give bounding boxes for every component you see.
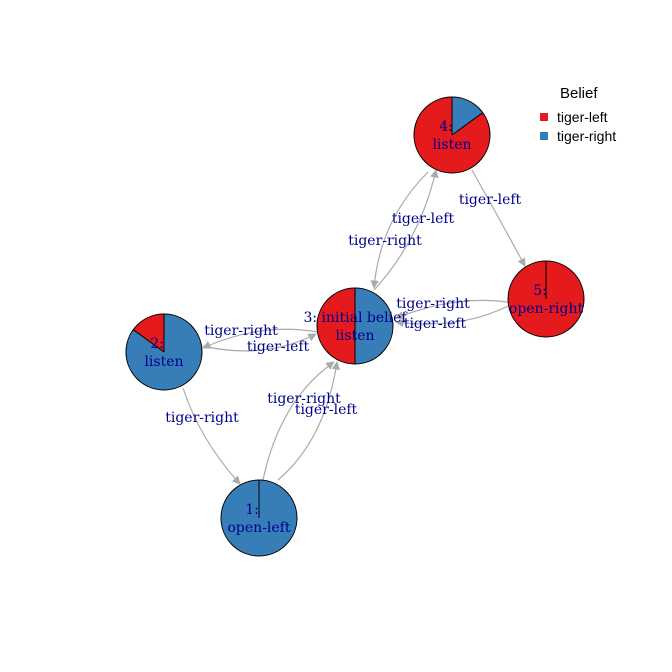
edge-1-to-3-right (262, 361, 335, 481)
node-1-label-line2: open-left (228, 520, 291, 536)
node-2-label-line1: 2: (150, 336, 164, 352)
node-5-outline (507, 260, 585, 338)
node-3-pie (317, 288, 393, 364)
node-4-label-line1: 4: (439, 119, 453, 135)
node-3-label-line2: listen (335, 328, 374, 344)
edges (182, 169, 526, 485)
node-3-slice-tiger-right (355, 288, 393, 364)
edge-label-3-to-4: tiger-left (392, 211, 455, 227)
node-4-pie (414, 97, 490, 173)
legend-swatch-tiger-left (540, 113, 548, 121)
edge-3-to-2 (202, 328, 319, 349)
node-1-label-line1: 1: (245, 502, 259, 518)
edge-labels: tiger-right tiger-left tiger-left tiger-… (165, 192, 521, 426)
edge-label-3-to-2: tiger-right (204, 323, 278, 339)
edge-label-2-to-1: tiger-right (165, 410, 239, 426)
nodes: 1: open-left 2: listen 3: initial belief… (125, 96, 585, 557)
edge-1-to-3-left (277, 361, 340, 481)
node-1-outline (220, 479, 298, 557)
node-5: 5: open-right (507, 260, 585, 338)
edge-label-4-to-3: tiger-right (348, 233, 422, 249)
edge-2-to-1 (182, 387, 241, 485)
edge-label-1-to-3-left: tiger-left (295, 402, 358, 418)
legend: Belief tiger-left tiger-right (540, 85, 616, 144)
edge-5-to-3-right (395, 299, 509, 320)
edge-4-to-3 (370, 171, 429, 289)
edge-2-to-3 (202, 333, 317, 352)
legend-label-tiger-left: tiger-left (557, 109, 608, 125)
node-5-label-line2: open-right (509, 301, 584, 317)
node-3-slice-tiger-left (317, 288, 355, 364)
legend-label-tiger-right: tiger-right (557, 128, 616, 144)
edge-label-2-to-3: tiger-left (247, 339, 310, 355)
edge-label-5-to-3-left: tiger-left (404, 316, 467, 332)
edge-label-5-to-3-right: tiger-right (396, 296, 470, 312)
legend-title: Belief (560, 85, 598, 102)
node-2: 2: listen (125, 313, 203, 391)
edge-3-to-4 (373, 169, 439, 291)
node-2-slice-tiger-left (133, 314, 164, 352)
node-4: 4: listen (413, 96, 491, 174)
node-2-label-line2: listen (144, 354, 183, 370)
edge-label-1-to-3-right: tiger-right (267, 391, 341, 407)
edge-5-to-3-left (395, 305, 509, 328)
node-3: 3: initial belief listen (303, 287, 408, 365)
node-5-pie (508, 261, 584, 337)
node-1: 1: open-left (220, 479, 298, 557)
node-4-outline (413, 96, 491, 174)
node-2-outline (125, 313, 203, 391)
edge-label-4-to-5: tiger-left (459, 192, 522, 208)
node-4-slice-tiger-right (452, 97, 483, 135)
legend-swatch-tiger-right (540, 132, 548, 140)
node-1-pie (221, 480, 297, 556)
node-3-outline (316, 287, 394, 365)
edge-4-to-5 (471, 169, 526, 267)
node-2-divider-1 (132, 329, 165, 353)
node-5-label-line1: 5: (533, 283, 547, 299)
node-4-label-line2: listen (432, 137, 471, 153)
node-4-divider-1 (451, 112, 484, 136)
node-2-pie (125, 314, 202, 390)
node-3-label-line1: 3: initial belief (303, 310, 408, 326)
